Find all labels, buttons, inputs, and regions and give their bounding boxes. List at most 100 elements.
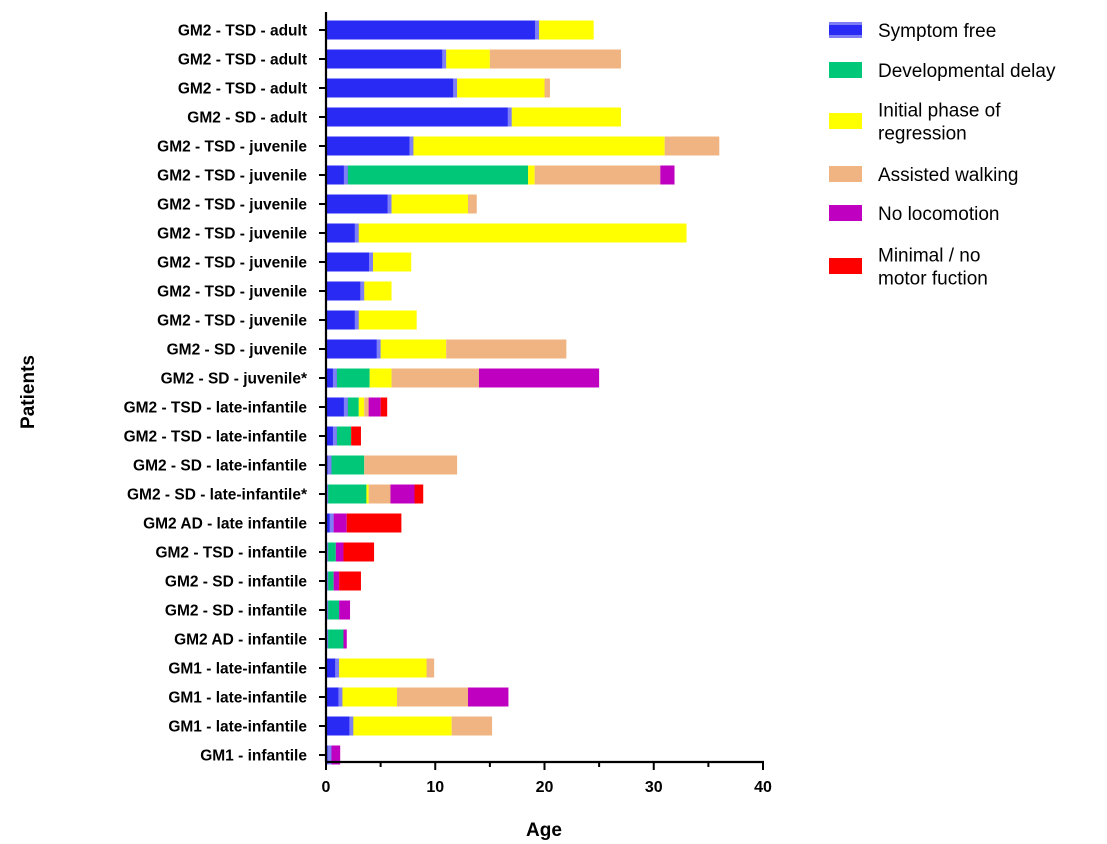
bar-row bbox=[326, 397, 388, 417]
legend-swatch bbox=[829, 113, 862, 129]
category-label: GM1 - late-infantile bbox=[168, 661, 307, 678]
legend-item: Assisted walking bbox=[829, 165, 1018, 186]
bar-segment-initial-phase-of-regression bbox=[364, 281, 392, 301]
bar-segment-edge bbox=[354, 223, 359, 243]
bar-segment-edge bbox=[535, 20, 540, 40]
bar-segment-initial-phase-of-regression bbox=[380, 339, 447, 359]
category-label: GM1 - late-infantile bbox=[168, 690, 307, 707]
legend-label: Developmental delay bbox=[878, 61, 1056, 82]
category-label: GM2 - SD - infantile bbox=[165, 574, 307, 591]
bar-segment-no-locomotion bbox=[331, 745, 341, 765]
bar-row bbox=[326, 368, 600, 388]
bar-segment-symptom-free bbox=[326, 368, 337, 388]
bar-segment-assisted-walking bbox=[664, 136, 720, 156]
bar-segment-initial-phase-of-regression bbox=[369, 368, 392, 388]
category-label: GM2 AD - late infantile bbox=[143, 516, 307, 533]
bar-segment-developmental-delay bbox=[328, 542, 336, 562]
category-label: GM2 - TSD - late-infantile bbox=[124, 429, 308, 446]
bar-segment-edge bbox=[343, 397, 348, 417]
bar-segment-initial-phase-of-regression bbox=[358, 223, 687, 243]
bar-segment-initial-phase-of-regression bbox=[413, 136, 665, 156]
bar-segment-initial-phase-of-regression bbox=[372, 252, 412, 272]
category-label: GM2 - TSD - adult bbox=[178, 81, 307, 98]
bar-segment-symptom-free bbox=[326, 136, 414, 156]
bar-segment-symptom-free bbox=[326, 281, 365, 301]
bar-row bbox=[326, 600, 351, 620]
bar-segment-edge bbox=[354, 310, 359, 330]
bar-segment-initial-phase-of-regression bbox=[539, 20, 594, 40]
bar-segment-assisted-walking bbox=[534, 165, 661, 185]
bar-row bbox=[326, 252, 412, 272]
bar-segment-symptom-free bbox=[326, 165, 348, 185]
bar-segment-no-locomotion bbox=[333, 571, 340, 591]
legend-swatch bbox=[829, 166, 862, 182]
category-labels: GM2 - TSD - adult GM2 - TSD - adult GM2 - … bbox=[124, 23, 308, 765]
category-label: GM2 - SD - adult bbox=[187, 110, 307, 127]
bar-segment-initial-phase-of-regression bbox=[353, 716, 452, 736]
bar-segment-minimal-no-motor-fuction bbox=[339, 571, 361, 591]
bar-segment-symptom-free bbox=[326, 310, 359, 330]
bar-segment-minimal-no-motor-fuction bbox=[351, 426, 361, 446]
category-label: GM2 - TSD - juvenile bbox=[157, 255, 307, 272]
bar-segment-symptom-free bbox=[326, 20, 540, 40]
category-label: GM1 - infantile bbox=[200, 748, 307, 765]
bar-segment-edge bbox=[332, 368, 337, 388]
bar-row bbox=[326, 716, 493, 736]
bar-segment-assisted-walking bbox=[391, 368, 479, 388]
bar-row bbox=[326, 165, 675, 185]
bar-row bbox=[326, 542, 375, 562]
bar-segment-no-locomotion bbox=[333, 513, 347, 533]
bar-row bbox=[326, 745, 341, 765]
bar-segment-assisted-walking bbox=[451, 716, 493, 736]
x-ticks: 0 10 20 30 40 bbox=[322, 762, 772, 796]
category-label: GM2 - SD - late-infantile bbox=[133, 458, 307, 475]
category-label: GM2 - TSD - adult bbox=[178, 52, 307, 69]
bar-segment-symptom-free bbox=[326, 78, 458, 98]
bar-segment-assisted-walking bbox=[397, 687, 469, 707]
bar-segment-edge bbox=[442, 49, 447, 69]
bar-segment-edge bbox=[332, 426, 337, 446]
x-tick-label: 40 bbox=[754, 779, 772, 796]
bar-row bbox=[326, 455, 458, 475]
category-label: GM2 - TSD - juvenile bbox=[157, 313, 307, 330]
x-tick-label: 20 bbox=[536, 779, 554, 796]
bar-segment-developmental-delay bbox=[328, 629, 344, 649]
bar-segment-no-locomotion bbox=[478, 368, 600, 388]
category-label: GM2 - TSD - adult bbox=[178, 23, 307, 40]
bar-segment-edge bbox=[368, 252, 373, 272]
bar-segment-no-locomotion bbox=[468, 687, 509, 707]
bar-segment-minimal-no-motor-fuction bbox=[343, 542, 375, 562]
bar-row bbox=[326, 20, 594, 40]
bar-row bbox=[326, 426, 361, 446]
category-label: GM1 - late-infantile bbox=[168, 719, 307, 736]
bar-segment-edge bbox=[387, 194, 392, 214]
bar-segment-edge bbox=[327, 745, 332, 765]
bar-segment-no-locomotion bbox=[368, 397, 381, 417]
bar-segment-minimal-no-motor-fuction bbox=[414, 484, 424, 504]
legend: Symptom free Developmental delay Initial p… bbox=[829, 21, 1056, 290]
bar-segment-assisted-walking bbox=[368, 484, 391, 504]
category-label: GM2 - SD - late-infantile* bbox=[127, 487, 308, 504]
bar-segment-edge bbox=[343, 165, 348, 185]
legend-swatch bbox=[829, 62, 862, 78]
legend-swatch bbox=[829, 258, 862, 274]
bar-segment-no-locomotion bbox=[390, 484, 415, 504]
legend-swatch-edge bbox=[829, 35, 862, 38]
bar-segment-edge bbox=[338, 687, 343, 707]
bar-row bbox=[326, 513, 402, 533]
bar-segment-symptom-free bbox=[326, 49, 447, 69]
bar-row bbox=[326, 223, 687, 243]
bar-segment-symptom-free bbox=[326, 426, 337, 446]
legend-label: Minimal / no bbox=[878, 246, 980, 267]
legend-label: No locomotion bbox=[878, 204, 999, 225]
x-tick-label: 0 bbox=[322, 779, 331, 796]
legend-label: motor fuction bbox=[878, 269, 988, 290]
bar-segment-initial-phase-of-regression bbox=[528, 165, 535, 185]
bar-segment-initial-phase-of-regression bbox=[358, 310, 417, 330]
bar-segment-edge bbox=[335, 658, 340, 678]
bar-segment-symptom-free bbox=[326, 194, 392, 214]
bar-segment-symptom-free bbox=[326, 397, 348, 417]
bar-segment-developmental-delay bbox=[336, 368, 370, 388]
bar-segment-no-locomotion bbox=[660, 165, 675, 185]
